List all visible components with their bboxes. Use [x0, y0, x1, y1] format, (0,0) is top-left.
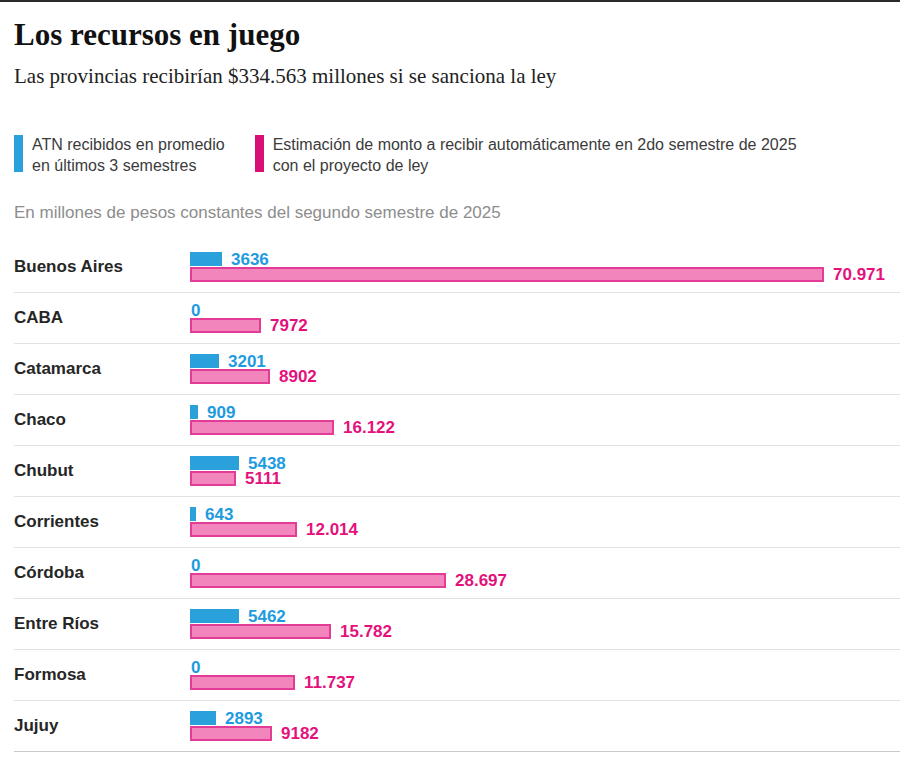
category-label: Entre Ríos — [14, 614, 190, 634]
estimation-bar-line: 9182 — [190, 725, 900, 741]
top-rule — [0, 0, 900, 2]
bar-group: 2893 9182 — [190, 711, 900, 741]
atn-bar — [190, 711, 216, 725]
atn-value-label: 643 — [205, 506, 233, 523]
atn-bar — [190, 609, 239, 623]
estimation-bar-line: 16.122 — [190, 419, 900, 435]
estimation-bar-line: 12.014 — [190, 521, 900, 537]
category-label: Formosa — [14, 665, 190, 685]
bar-group: 0 7972 — [190, 303, 900, 333]
atn-bar-line: 0 — [190, 660, 900, 674]
legend-label: Estimación de monto a recibir automática… — [273, 134, 797, 176]
bar-group: 3636 70.971 — [190, 252, 900, 282]
estimation-value-label: 8902 — [279, 368, 317, 385]
atn-bar-line: 909 — [190, 405, 900, 419]
bar-group: 0 28.697 — [190, 558, 900, 588]
estimation-bar — [190, 624, 331, 639]
atn-bar-line: 5462 — [190, 609, 900, 623]
infographic: Los recursos en juego Las provincias rec… — [0, 17, 900, 752]
legend: ATN recibidos en promedioen últimos 3 se… — [14, 134, 900, 176]
subtitle: Las provincias recibirían $334.563 millo… — [14, 64, 900, 89]
category-label: Corrientes — [14, 512, 190, 532]
bar-group: 0 11.737 — [190, 660, 900, 690]
atn-value-label: 2893 — [225, 710, 263, 727]
chart-row: Catamarca 3201 8902 — [14, 344, 900, 395]
bar-chart: Buenos Aires363670.971CABA07972Catamarca… — [14, 242, 900, 752]
category-label: Buenos Aires — [14, 257, 190, 277]
category-label: Córdoba — [14, 563, 190, 583]
category-label: Catamarca — [14, 359, 190, 379]
estimation-value-label: 70.971 — [833, 266, 885, 283]
estimation-value-label: 7972 — [270, 317, 308, 334]
category-label: Chubut — [14, 461, 190, 481]
estimation-bar — [190, 471, 236, 486]
atn-value-label: 0 — [191, 302, 200, 319]
estimation-bar — [190, 675, 295, 690]
estimation-bar-line: 70.971 — [190, 266, 900, 282]
category-label: Jujuy — [14, 716, 190, 736]
atn-bar — [190, 354, 219, 368]
units-note: En millones de pesos constantes del segu… — [14, 203, 900, 223]
estimation-value-label: 9182 — [281, 725, 319, 742]
estimation-bar — [190, 369, 270, 384]
atn-bar-line: 643 — [190, 507, 900, 521]
legend-item: Estimación de monto a recibir automática… — [255, 134, 797, 176]
atn-bar — [190, 252, 222, 266]
estimation-bar-line: 11.737 — [190, 674, 900, 690]
chart-row: CABA0 7972 — [14, 293, 900, 344]
estimation-bar-line: 5111 — [190, 470, 900, 486]
estimation-bar — [190, 726, 272, 741]
legend-swatch — [14, 135, 23, 172]
bar-group: 909 16.122 — [190, 405, 900, 435]
estimation-value-label: 28.697 — [455, 572, 507, 589]
chart-row: Corrientes 643 12.014 — [14, 497, 900, 548]
atn-bar-line: 3636 — [190, 252, 900, 266]
atn-value-label: 5462 — [248, 608, 286, 625]
atn-value-label: 909 — [207, 404, 235, 421]
atn-bar — [190, 507, 196, 521]
estimation-value-label: 16.122 — [343, 419, 395, 436]
atn-value-label: 3636 — [231, 251, 269, 268]
chart-row: Formosa0 11.737 — [14, 650, 900, 701]
bar-group: 643 12.014 — [190, 507, 900, 537]
legend-label: ATN recibidos en promedioen últimos 3 se… — [32, 134, 225, 176]
estimation-value-label: 11.737 — [304, 674, 355, 691]
bar-group: 3201 8902 — [190, 354, 900, 384]
atn-value-label: 0 — [191, 659, 200, 676]
chart-row: Jujuy 2893 9182 — [14, 701, 900, 752]
legend-swatch — [255, 135, 264, 172]
chart-row: Buenos Aires 3636 70.971 — [14, 242, 900, 293]
atn-bar-line: 0 — [190, 558, 900, 572]
estimation-value-label: 15.782 — [340, 623, 392, 640]
page-title: Los recursos en juego — [14, 17, 900, 53]
estimation-bar — [190, 420, 334, 435]
bar-group: 5462 15.782 — [190, 609, 900, 639]
estimation-bar-line: 28.697 — [190, 572, 900, 588]
estimation-bar — [190, 318, 261, 333]
estimation-bar-line: 8902 — [190, 368, 900, 384]
atn-bar-line: 5438 — [190, 456, 900, 470]
estimation-value-label: 12.014 — [306, 521, 358, 538]
chart-row: Córdoba0 28.697 — [14, 548, 900, 599]
chart-row: Chaco 909 16.122 — [14, 395, 900, 446]
legend-item: ATN recibidos en promedioen últimos 3 se… — [14, 134, 225, 176]
estimation-value-label: 5111 — [245, 470, 281, 487]
estimation-bar — [190, 522, 297, 537]
estimation-bar — [190, 573, 446, 588]
chart-row: Chubut54385111 — [14, 446, 900, 497]
chart-row: Entre Ríos 5462 15.782 — [14, 599, 900, 650]
category-label: CABA — [14, 308, 190, 328]
atn-value-label: 0 — [191, 557, 200, 574]
atn-bar — [190, 456, 239, 470]
estimation-bar-line: 7972 — [190, 317, 900, 333]
atn-bar — [190, 405, 198, 419]
atn-value-label: 3201 — [228, 353, 266, 370]
category-label: Chaco — [14, 410, 190, 430]
bar-group: 54385111 — [190, 456, 900, 486]
estimation-bar — [190, 267, 824, 282]
estimation-bar-line: 15.782 — [190, 623, 900, 639]
